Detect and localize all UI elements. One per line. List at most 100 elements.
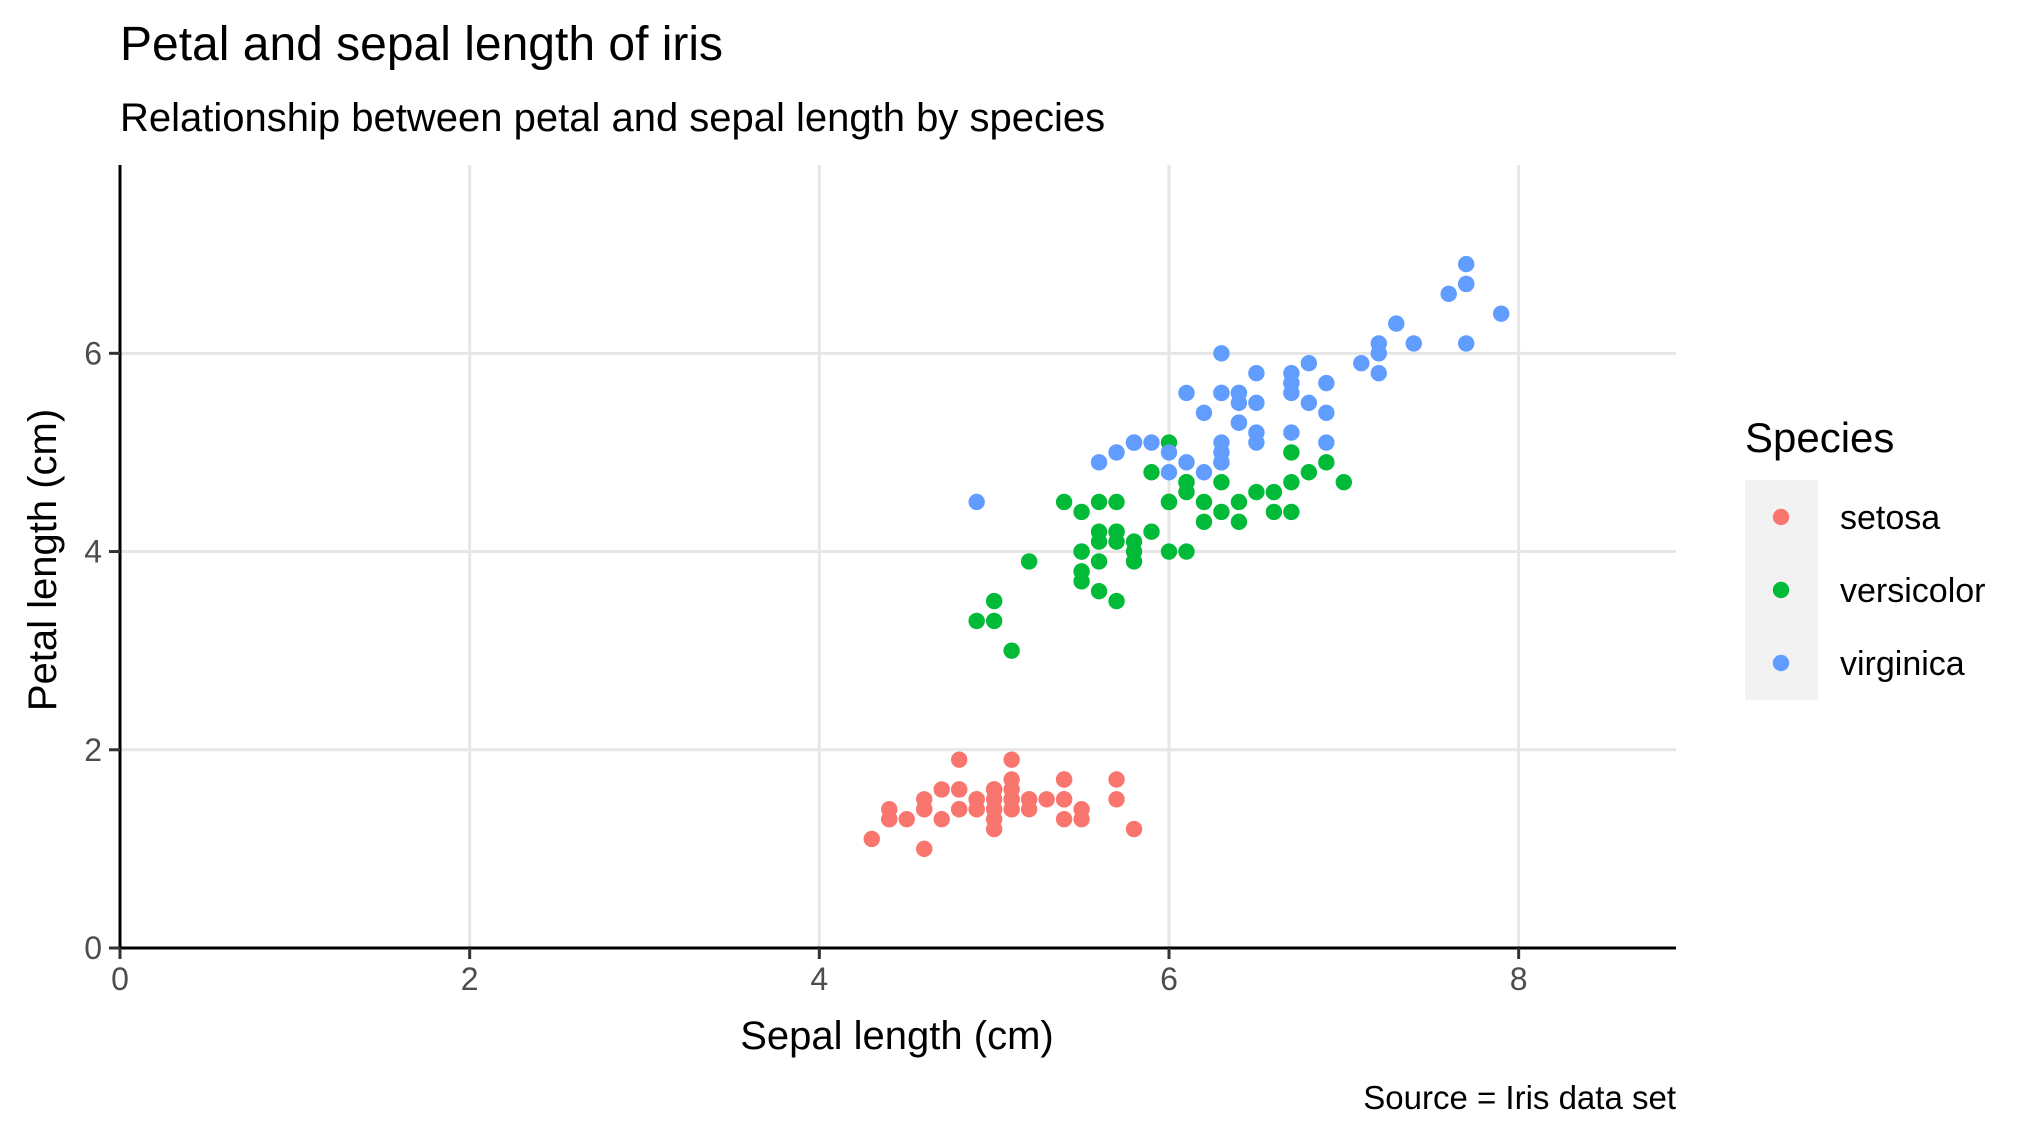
data-point-versicolor: [1055, 493, 1073, 511]
data-point-virginica: [1300, 355, 1318, 372]
data-point-virginica: [1283, 374, 1300, 392]
data-point-virginica: [1388, 315, 1405, 332]
y-axis-title: Petal length (cm): [21, 409, 65, 711]
data-point-versicolor: [1003, 642, 1020, 659]
data-point-setosa: [933, 781, 950, 798]
data-point-virginica: [1143, 434, 1160, 451]
data-point-virginica: [1458, 335, 1475, 352]
data-point-virginica: [1458, 255, 1475, 273]
data-point-virginica: [1213, 345, 1230, 362]
data-point-versicolor: [1283, 503, 1300, 521]
data-point-setosa: [933, 810, 950, 828]
data-point-setosa: [985, 781, 1003, 798]
data-point-setosa: [950, 801, 968, 818]
data-point-versicolor: [1213, 473, 1230, 491]
data-point-versicolor: [1335, 473, 1353, 491]
data-point-virginica: [1178, 454, 1195, 471]
data-point-versicolor: [1143, 464, 1160, 481]
data-point-setosa: [950, 751, 968, 768]
data-point-virginica: [1230, 414, 1248, 431]
x-tick-label: 6: [1160, 961, 1178, 997]
data-point-virginica: [1318, 434, 1335, 451]
data-point-setosa: [1125, 820, 1143, 838]
legend-label-versicolor: versicolor: [1840, 572, 1985, 610]
data-point-versicolor: [985, 612, 1003, 630]
data-point-virginica: [1178, 384, 1195, 402]
data-point-versicolor: [1143, 523, 1160, 540]
data-point-versicolor: [1108, 533, 1125, 550]
data-point-versicolor: [1090, 582, 1108, 600]
data-point-versicolor: [985, 592, 1003, 610]
data-point-virginica: [1283, 424, 1300, 441]
legend-key-virginica: [1772, 654, 1790, 672]
data-point-versicolor: [1265, 483, 1283, 501]
chart-caption: Source = Iris data set: [1363, 1079, 1676, 1116]
data-point-virginica: [1125, 434, 1143, 451]
data-point-versicolor: [1125, 543, 1143, 560]
data-point-virginica: [1248, 364, 1265, 382]
data-point-virginica: [1440, 285, 1457, 303]
data-point-setosa: [1055, 771, 1073, 788]
data-point-virginica: [1213, 444, 1230, 461]
data-point-virginica: [1492, 305, 1510, 322]
data-point-versicolor: [1195, 513, 1213, 531]
data-point-versicolor: [1073, 573, 1090, 590]
data-point-virginica: [1318, 374, 1335, 392]
data-point-setosa: [1055, 810, 1073, 828]
data-point-versicolor: [1230, 513, 1248, 531]
plot-area: 0 2 4 6 8 0 2 4 6: [84, 165, 1676, 997]
data-point-versicolor: [1090, 523, 1108, 540]
data-point-versicolor: [1318, 454, 1335, 471]
data-point-versicolor: [1160, 493, 1178, 511]
data-point-virginica: [1318, 404, 1335, 421]
data-point-virginica: [1405, 335, 1422, 352]
y-tick-label: 6: [84, 335, 102, 371]
data-point-virginica: [1300, 394, 1318, 412]
x-tick-label: 2: [461, 961, 479, 997]
data-point-virginica: [1458, 275, 1475, 293]
data-point-versicolor: [1090, 553, 1108, 570]
data-point-setosa: [1020, 791, 1038, 808]
data-point-setosa: [916, 840, 933, 858]
data-point-versicolor: [968, 612, 985, 630]
data-point-versicolor: [1300, 464, 1318, 481]
legend-key-versicolor: [1772, 581, 1790, 599]
data-point-setosa: [1108, 791, 1125, 808]
data-point-versicolor: [1073, 503, 1090, 521]
data-point-setosa: [881, 810, 898, 828]
data-point-versicolor: [1108, 592, 1125, 610]
data-point-setosa: [985, 801, 1003, 818]
data-point-virginica: [1248, 424, 1265, 441]
data-point-versicolor: [1195, 493, 1213, 511]
data-point-virginica: [1160, 444, 1178, 461]
data-point-virginica: [1160, 464, 1178, 481]
data-point-setosa: [1003, 781, 1020, 798]
data-point-virginica: [1353, 355, 1370, 372]
data-point-versicolor: [1283, 444, 1300, 461]
data-point-versicolor: [1090, 493, 1108, 511]
data-point-setosa: [1038, 791, 1055, 808]
data-point-virginica: [1195, 464, 1213, 481]
data-point-versicolor: [1178, 483, 1195, 501]
data-point-setosa: [1108, 771, 1125, 788]
legend: Species setosa versicolor virginica: [1745, 414, 1985, 700]
data-point-setosa: [1055, 791, 1073, 808]
data-point-virginica: [1195, 404, 1213, 421]
y-tick-label: 2: [84, 732, 102, 768]
data-point-versicolor: [1230, 493, 1248, 511]
data-point-versicolor: [1160, 543, 1178, 560]
chart-title: Petal and sepal length of iris: [120, 18, 723, 71]
data-point-versicolor: [1073, 543, 1090, 560]
data-point-setosa: [1003, 751, 1020, 768]
data-point-versicolor: [1265, 503, 1283, 521]
data-point-versicolor: [1178, 543, 1195, 560]
data-point-setosa: [863, 830, 880, 848]
data-point-virginica: [968, 493, 985, 511]
data-point-versicolor: [1283, 473, 1300, 491]
data-point-versicolor: [1213, 503, 1230, 521]
data-point-setosa: [1073, 810, 1090, 828]
data-point-versicolor: [1108, 493, 1125, 511]
data-point-versicolor: [1248, 483, 1265, 501]
